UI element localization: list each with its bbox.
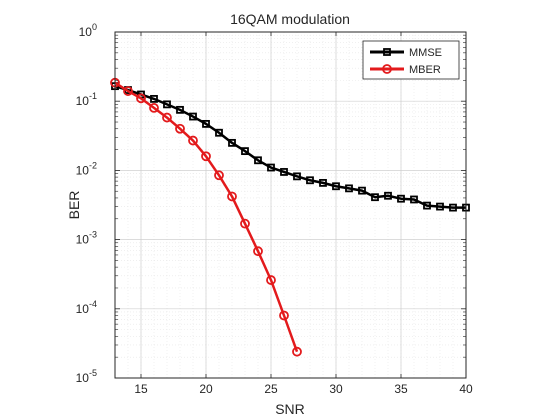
data-point-mmse: [189, 112, 197, 121]
data-point-mber: [227, 191, 237, 202]
x-axis-ticks: 15 20 25 30 35 40: [134, 32, 473, 396]
chart-title: 16QAM modulation: [230, 11, 350, 27]
y-tick-exponent: -4: [89, 299, 97, 309]
legend-box: [362, 40, 460, 80]
x-tick-label: 30: [329, 382, 343, 396]
data-point-mber: [240, 218, 250, 229]
y-tick-label: 10-4: [76, 299, 97, 316]
legend-label-mber: MBER: [409, 64, 441, 76]
x-tick-label: 15: [134, 382, 148, 396]
y-tick-label: 10-1: [76, 91, 97, 108]
y-tick-exponent: -2: [89, 160, 97, 170]
data-point-mmse: [150, 94, 158, 103]
data-point-mmse: [384, 191, 392, 200]
data-point-mber: [175, 123, 185, 134]
data-point-mber: [253, 246, 263, 257]
series-line-mmse: [114, 84, 466, 209]
data-point-mmse: [280, 168, 288, 176]
data-point-mmse: [397, 194, 405, 203]
data-point-mmse: [293, 172, 301, 181]
y-tick-label: 10-2: [76, 160, 97, 177]
data-point-mmse: [319, 178, 327, 187]
y-tick-label: 10-5: [76, 368, 97, 385]
data-point-mmse: [345, 184, 353, 193]
y-axis-label: BER: [66, 191, 82, 220]
x-tick-label: 35: [394, 382, 408, 396]
data-point-mmse: [267, 163, 275, 172]
data-point-mmse: [176, 105, 184, 114]
data-point-mmse: [241, 147, 249, 156]
data-point-mmse: [332, 182, 340, 191]
x-axis-label: SNR: [275, 401, 305, 417]
y-tick-label: 100: [79, 22, 97, 39]
data-point-mmse: [410, 195, 418, 204]
data-point-mber: [123, 86, 133, 96]
y-tick-exponent: -5: [89, 368, 97, 378]
data-point-mmse: [254, 156, 262, 165]
x-tick-label: 25: [264, 382, 278, 396]
data-point-mber: [162, 112, 172, 123]
data-point-mmse: [163, 100, 171, 109]
data-point-mmse: [306, 176, 314, 185]
legend: MMSE MBER: [362, 40, 460, 80]
y-tick-exponent: 0: [92, 22, 97, 32]
data-point-mber: [266, 275, 276, 285]
legend-marker-mber: [382, 64, 392, 74]
data-point-mber: [214, 170, 224, 181]
data-point-mmse: [423, 201, 431, 210]
legend-label-mmse: MMSE: [409, 47, 442, 59]
y-tick-exponent: -1: [89, 91, 97, 101]
data-point-mmse: [371, 193, 379, 202]
series-layer: [110, 77, 470, 357]
series-line-mber: [114, 81, 299, 353]
data-point-mber: [279, 310, 289, 321]
data-point-mmse: [358, 186, 366, 195]
data-point-mmse: [436, 202, 444, 211]
y-tick-exponent: -3: [89, 230, 97, 240]
data-point-mmse: [228, 138, 236, 147]
legend-marker-mmse: [383, 48, 391, 56]
x-tick-label: 40: [459, 382, 473, 396]
plot-frame: [114, 31, 467, 379]
data-point-mmse: [202, 119, 210, 128]
data-point-mmse: [215, 128, 223, 137]
data-point-mber: [292, 346, 302, 357]
data-point-mber: [136, 93, 146, 104]
data-point-mber: [201, 151, 211, 162]
plot-area: [115, 32, 466, 378]
data-point-mber: [188, 135, 198, 146]
data-point-mber: [149, 103, 159, 113]
data-point-mmse: [449, 203, 457, 212]
y-tick-label: 10-3: [76, 230, 97, 247]
x-tick-label: 20: [199, 382, 213, 396]
